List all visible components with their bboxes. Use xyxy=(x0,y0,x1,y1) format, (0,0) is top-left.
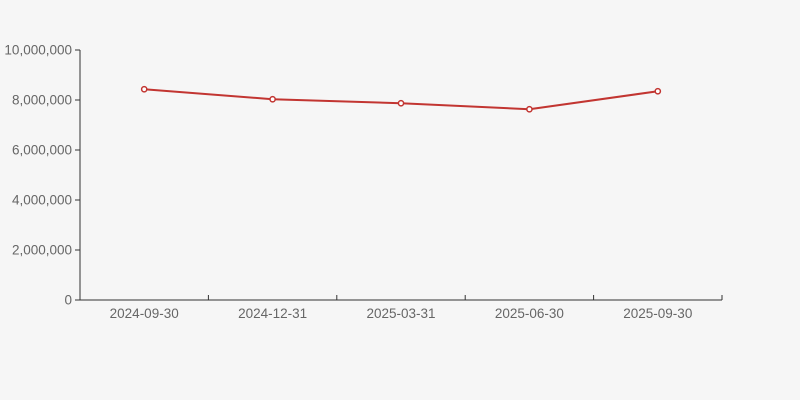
y-axis-label: 2,000,000 xyxy=(12,243,72,258)
y-axis-label: 6,000,000 xyxy=(12,143,72,158)
y-axis-label: 4,000,000 xyxy=(12,193,72,208)
data-point-marker xyxy=(654,87,662,95)
data-point-marker xyxy=(397,99,405,107)
data-point-marker xyxy=(526,105,533,113)
data-point-marker xyxy=(140,85,148,93)
y-axis-label: 8,000,000 xyxy=(12,93,72,108)
x-axis-label: 2025-06-30 xyxy=(495,306,564,321)
x-axis-label: 2025-03-31 xyxy=(366,306,435,321)
y-axis-label: 10,000,000 xyxy=(4,43,72,58)
y-axis-label: 0 xyxy=(64,293,72,308)
x-axis-label: 2024-12-31 xyxy=(238,306,307,321)
x-axis-label: 2024-09-30 xyxy=(110,306,179,321)
x-axis-label: 2025-09-30 xyxy=(623,306,692,321)
data-point-marker xyxy=(269,95,276,103)
